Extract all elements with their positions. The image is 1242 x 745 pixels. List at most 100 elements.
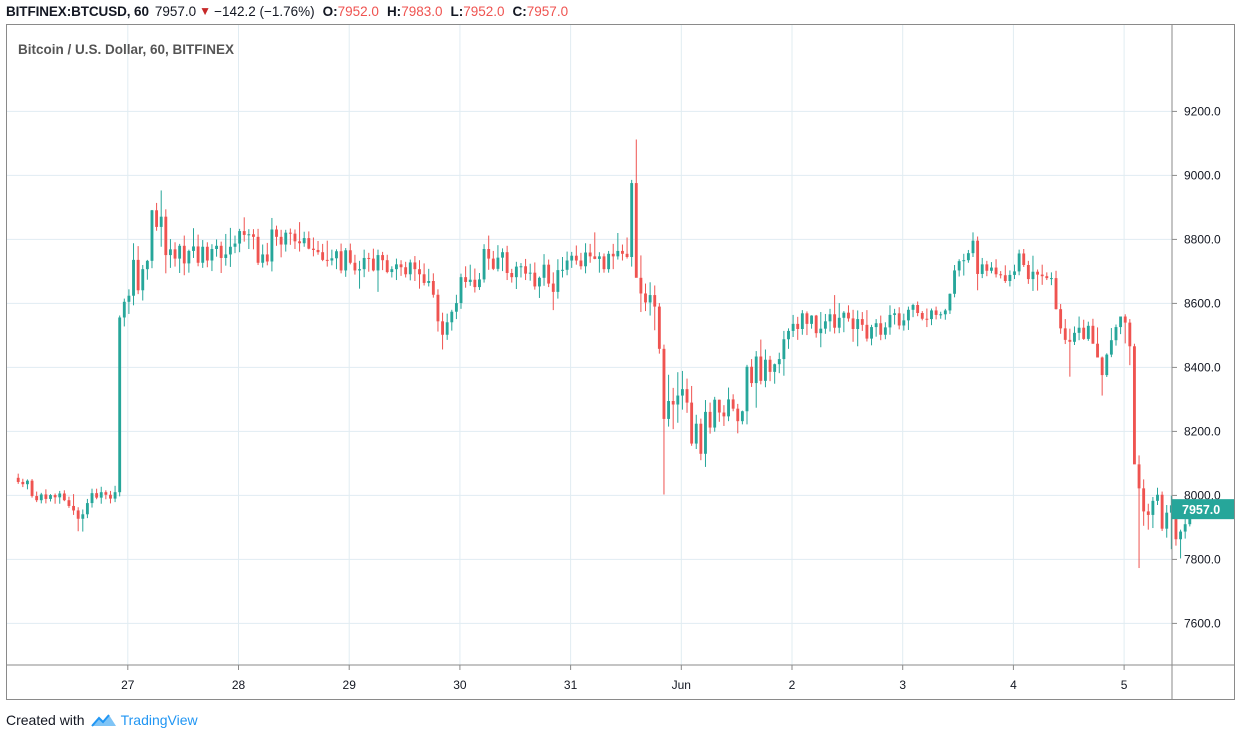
candle[interactable] xyxy=(418,260,421,289)
candle[interactable] xyxy=(367,252,371,272)
candle[interactable] xyxy=(897,307,901,330)
candle[interactable] xyxy=(252,229,255,250)
candle[interactable] xyxy=(1146,503,1150,530)
candle[interactable] xyxy=(427,268,431,287)
candle[interactable] xyxy=(316,241,320,255)
candle[interactable] xyxy=(906,306,910,330)
candle[interactable] xyxy=(58,490,62,504)
candle[interactable] xyxy=(192,228,195,258)
candle[interactable] xyxy=(514,261,518,289)
candle[interactable] xyxy=(1059,304,1063,334)
candle[interactable] xyxy=(528,263,532,281)
candle[interactable] xyxy=(491,250,495,271)
candle[interactable] xyxy=(847,305,850,322)
candle[interactable] xyxy=(1114,324,1118,346)
candle[interactable] xyxy=(902,313,906,331)
candle[interactable] xyxy=(754,351,758,408)
price-chart[interactable]: 9200.0 9000.0 8800.0 8600.0 8400.0 8200.0 8000… xyxy=(7,25,1234,699)
candle[interactable] xyxy=(699,418,703,461)
candle[interactable] xyxy=(293,229,297,249)
candle[interactable] xyxy=(436,289,440,332)
candle[interactable] xyxy=(136,246,140,295)
candle[interactable] xyxy=(764,349,767,388)
candle[interactable] xyxy=(694,414,698,449)
candle[interactable] xyxy=(782,330,786,376)
candle[interactable] xyxy=(348,243,352,265)
candle[interactable] xyxy=(745,364,749,425)
candle[interactable] xyxy=(173,242,177,267)
candle[interactable] xyxy=(953,265,956,298)
candle[interactable] xyxy=(353,254,357,275)
candle[interactable] xyxy=(1036,269,1040,291)
candle[interactable] xyxy=(556,259,560,299)
candle[interactable] xyxy=(1137,455,1141,569)
candle[interactable] xyxy=(210,244,214,272)
candle[interactable] xyxy=(233,235,237,254)
candle[interactable] xyxy=(413,256,417,281)
candle[interactable] xyxy=(999,271,1003,279)
candle[interactable] xyxy=(602,253,606,273)
candle[interactable] xyxy=(270,217,274,272)
chart-container[interactable]: 9200.0 9000.0 8800.0 8600.0 8400.0 8200.0 8000… xyxy=(6,24,1235,700)
candle[interactable] xyxy=(791,314,795,337)
candle[interactable] xyxy=(1179,529,1182,559)
candle[interactable] xyxy=(1160,491,1164,531)
candle[interactable] xyxy=(141,265,145,301)
candle[interactable] xyxy=(390,266,394,278)
candle[interactable] xyxy=(819,312,823,348)
candle[interactable] xyxy=(574,245,578,265)
candle[interactable] xyxy=(501,248,504,272)
candle[interactable] xyxy=(16,473,20,484)
candle[interactable] xyxy=(473,268,477,293)
candle[interactable] xyxy=(800,310,804,335)
candle[interactable] xyxy=(584,243,587,274)
candle[interactable] xyxy=(607,250,611,273)
candle[interactable] xyxy=(911,303,915,318)
candle[interactable] xyxy=(321,243,325,262)
candle[interactable] xyxy=(833,295,837,334)
candle[interactable] xyxy=(298,222,302,252)
candle[interactable] xyxy=(1013,264,1016,280)
candle[interactable] xyxy=(579,252,583,270)
candle[interactable] xyxy=(842,311,846,333)
candle[interactable] xyxy=(939,311,943,319)
candle[interactable] xyxy=(478,273,481,290)
candle[interactable] xyxy=(150,209,154,269)
candle[interactable] xyxy=(657,303,661,354)
candle[interactable] xyxy=(1040,264,1044,285)
candle[interactable] xyxy=(196,234,200,267)
candle[interactable] xyxy=(1123,314,1127,344)
candle[interactable] xyxy=(644,283,647,312)
candle[interactable] xyxy=(621,244,624,261)
candle[interactable] xyxy=(238,228,242,253)
candle[interactable] xyxy=(879,315,883,341)
candle[interactable] xyxy=(810,315,813,329)
candle[interactable] xyxy=(1049,272,1053,286)
tradingview-logo-icon[interactable] xyxy=(90,712,117,728)
candle[interactable] xyxy=(35,491,39,503)
candle[interactable] xyxy=(616,233,620,260)
candle[interactable] xyxy=(916,301,920,317)
candle[interactable] xyxy=(459,273,463,309)
candle[interactable] xyxy=(1109,328,1113,358)
candle[interactable] xyxy=(122,298,126,327)
candle[interactable] xyxy=(671,387,675,430)
candle[interactable] xyxy=(44,489,48,504)
candle[interactable] xyxy=(731,394,735,412)
candle[interactable] xyxy=(441,312,444,350)
candle[interactable] xyxy=(422,263,426,286)
candle[interactable] xyxy=(30,479,34,498)
candle[interactable] xyxy=(496,245,500,272)
candle[interactable] xyxy=(155,202,159,231)
candle[interactable] xyxy=(759,339,763,385)
candle[interactable] xyxy=(823,313,827,334)
candle[interactable] xyxy=(99,486,103,504)
candle[interactable] xyxy=(805,311,809,336)
candle[interactable] xyxy=(837,303,841,334)
candle[interactable] xyxy=(1086,321,1090,341)
candle[interactable] xyxy=(773,363,777,384)
candle[interactable] xyxy=(127,289,131,314)
candle[interactable] xyxy=(994,259,998,278)
candle[interactable] xyxy=(201,240,205,268)
candle[interactable] xyxy=(990,262,993,274)
